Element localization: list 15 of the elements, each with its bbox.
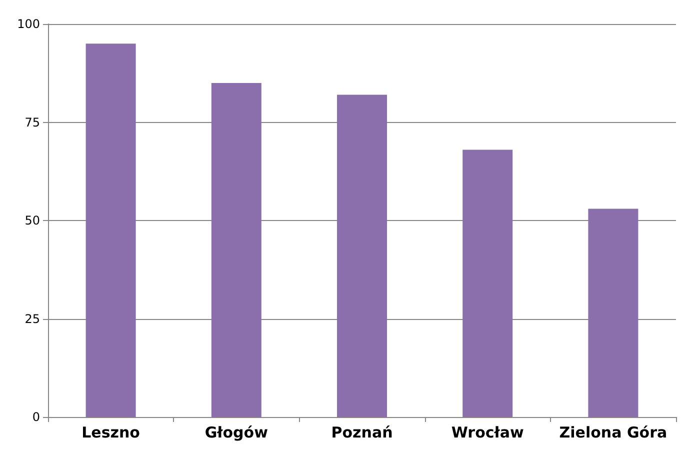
x-tick-label: Wrocław — [451, 424, 524, 442]
bar — [588, 208, 638, 417]
x-tick-label: Zielona Góra — [559, 424, 668, 442]
x-tick-label: Poznań — [331, 424, 393, 442]
bar — [462, 150, 513, 417]
y-tick-label: 50 — [24, 214, 40, 228]
y-tick-label: 75 — [24, 115, 40, 130]
x-tick-label: Głogów — [204, 424, 268, 442]
y-tick-label: 100 — [17, 17, 40, 31]
bar — [211, 82, 262, 417]
y-tick-label: 0 — [32, 410, 40, 424]
y-tick-label: 25 — [24, 312, 40, 326]
bar — [337, 94, 387, 417]
bar — [86, 44, 136, 417]
x-tick-label: Leszno — [82, 424, 140, 442]
